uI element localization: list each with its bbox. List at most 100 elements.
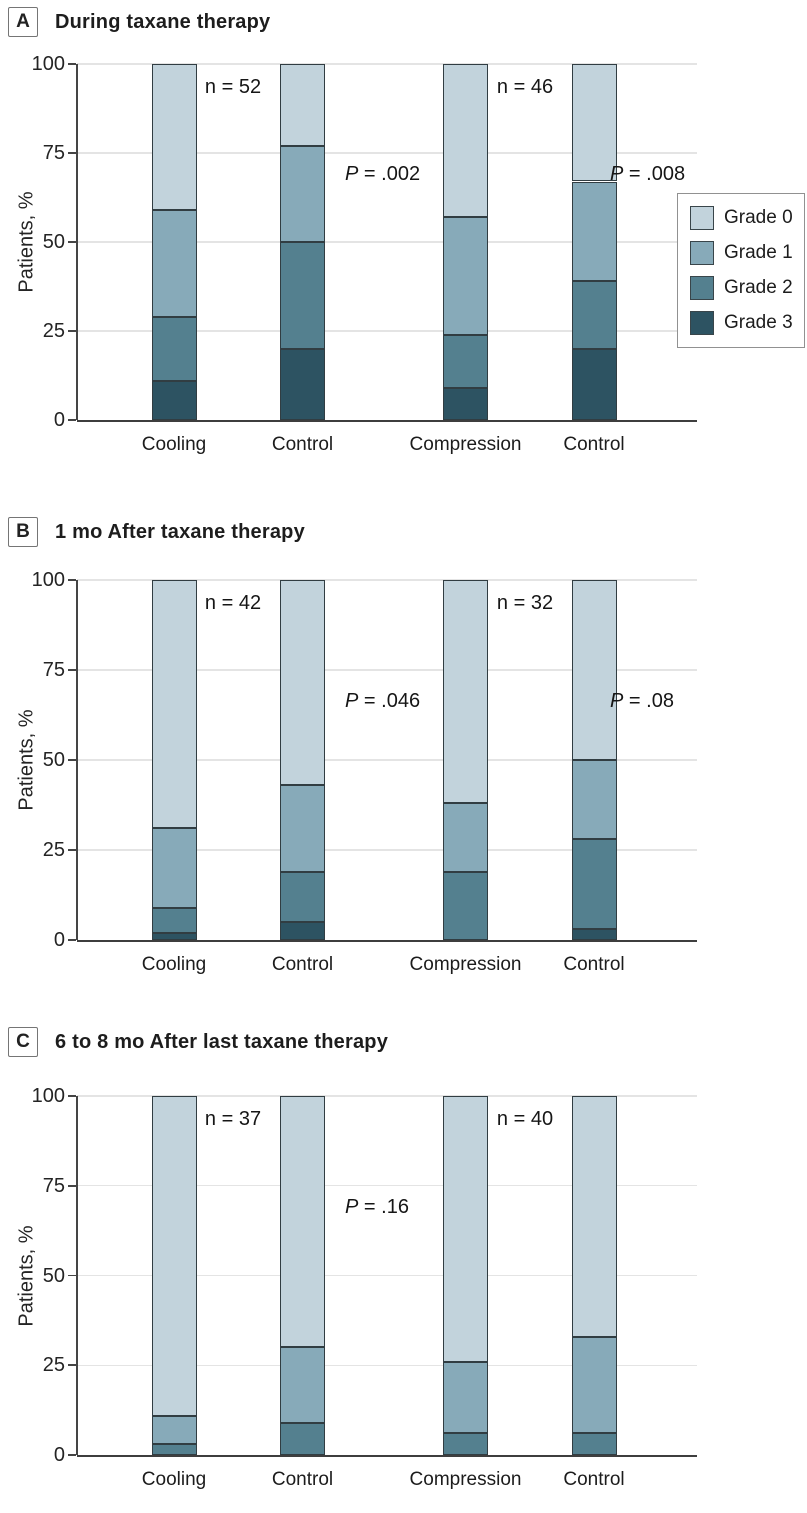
y-tick-label: 75: [42, 659, 65, 681]
gridline-25: [77, 1364, 697, 1366]
bar-segment-grade-1: [571, 760, 617, 840]
y-axis-label: Patients, %: [15, 1224, 38, 1327]
bar-segment-grade-3: [571, 929, 617, 940]
legend-row: Grade 0: [690, 206, 796, 230]
y-tick: [68, 330, 76, 332]
gridline-100: [77, 579, 697, 581]
y-tick: [68, 1364, 76, 1367]
y-tick: [68, 1274, 76, 1277]
y-tick-label: 100: [31, 1085, 65, 1107]
category-label-compression: Compression: [409, 1469, 522, 1490]
y-tick-label: 50: [42, 231, 65, 253]
y-tick: [68, 759, 76, 761]
legend-row: Grade 2: [690, 276, 796, 300]
panel-title: 6 to 8 mo After last taxane therapy: [55, 1030, 389, 1053]
gridline-75: [77, 1185, 697, 1187]
category-label-control: Control: [563, 434, 625, 455]
y-tick: [68, 849, 76, 851]
gridline-100: [77, 63, 697, 65]
bar-segment-grade-2: [571, 281, 617, 349]
bar-compression-3: [443, 580, 488, 940]
category-label-control: Control: [271, 434, 334, 455]
bar-segment-grade-2: [443, 334, 488, 388]
bar-segment-grade-0: [571, 1096, 617, 1337]
bar-segment-grade-0: [571, 64, 617, 182]
y-tick-label: 25: [42, 1354, 65, 1377]
bar-segment-grade-3: [443, 387, 488, 420]
legend-swatch-grade-3: [690, 311, 714, 335]
gridline-25: [77, 330, 697, 332]
y-tick: [68, 579, 76, 581]
bar-segment-grade-2: [443, 1433, 488, 1455]
bar-segment-grade-1: [443, 217, 488, 335]
annotation-n: n = 32: [496, 592, 554, 614]
bar-segment-grade-2: [280, 1422, 325, 1455]
gridline-100: [77, 1095, 697, 1097]
gridline-25: [77, 849, 697, 851]
category-label-control: Control: [271, 1469, 334, 1490]
bar-control-2: [280, 64, 325, 420]
bar-segment-grade-2: [280, 871, 325, 922]
panel-letter-box: B: [8, 517, 38, 547]
bar-control-4: [571, 1096, 617, 1455]
bar-compression-3: [443, 1096, 488, 1455]
y-tick-label: 0: [53, 409, 65, 431]
gridline-50: [77, 241, 697, 243]
bar-segment-grade-0: [280, 1096, 325, 1348]
bar-control-4: [571, 64, 617, 420]
y-tick-label: 0: [53, 1444, 65, 1466]
annotation-n: n = 52: [204, 76, 262, 98]
bar-segment-grade-1: [443, 1361, 488, 1434]
panel-c-header: C 6 to 8 mo After last taxane therapy: [8, 1025, 388, 1059]
y-axis-spine: [76, 1096, 78, 1455]
legend-label: Grade 1: [724, 242, 793, 263]
annotation-n: n = 40: [496, 1108, 554, 1130]
bar-cooling-1: [151, 1096, 197, 1455]
bar-segment-grade-2: [571, 839, 617, 930]
bar-segment-grade-3: [280, 348, 325, 420]
bar-segment-grade-3: [571, 348, 617, 420]
bar-segment-grade-0: [571, 580, 617, 760]
category-label-control: Control: [271, 954, 334, 975]
bar-segment-grade-1: [571, 181, 617, 282]
gridline-50: [77, 1274, 697, 1277]
legend-label: Grade 3: [724, 312, 793, 333]
legend-swatch-grade-0: [690, 206, 714, 230]
annotation-n: n = 46: [496, 76, 554, 98]
y-tick-label: 100: [31, 53, 65, 75]
annotation-n: n = 37: [204, 1108, 262, 1130]
legend-label: Grade 0: [724, 207, 793, 228]
y-tick: [68, 63, 76, 65]
y-tick-label: 25: [42, 839, 65, 861]
bar-segment-grade-1: [151, 828, 197, 908]
panel-a-header: A During taxane therapy: [8, 5, 270, 39]
bar-segment-grade-0: [151, 1096, 197, 1416]
bar-segment-grade-0: [280, 64, 325, 146]
x-axis-line: [77, 420, 697, 422]
bar-segment-grade-0: [443, 1096, 488, 1362]
bar-control-2: [280, 1096, 325, 1455]
panel-title: 1 mo After taxane therapy: [55, 520, 305, 543]
bar-segment-grade-0: [280, 580, 325, 786]
bar-segment-grade-3: [151, 380, 197, 420]
bar-segment-grade-2: [151, 907, 197, 933]
gridline-50: [77, 759, 697, 761]
bar-segment-grade-2: [151, 316, 197, 381]
y-axis-spine: [76, 580, 78, 940]
panel-b-header: B 1 mo After taxane therapy: [8, 515, 305, 549]
category-label-compression: Compression: [409, 954, 522, 975]
bar-segment-grade-1: [280, 1347, 325, 1423]
y-tick-label: 25: [42, 320, 65, 342]
bar-segment-grade-0: [151, 64, 197, 210]
bar-cooling-1: [151, 580, 197, 940]
annotation-p-value: P = .008: [610, 163, 686, 185]
panel-letter-box: A: [8, 7, 38, 37]
bar-segment-grade-2: [443, 871, 488, 940]
y-tick: [68, 1184, 76, 1187]
category-label-compression: Compression: [409, 434, 522, 455]
bar-segment-grade-0: [151, 580, 197, 829]
